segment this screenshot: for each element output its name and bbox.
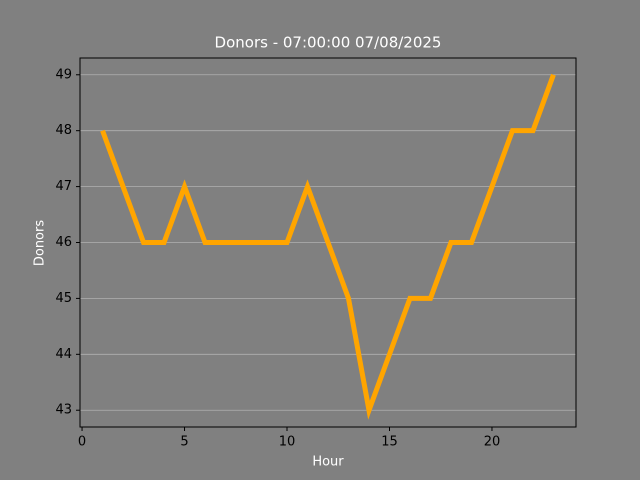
y-tick-label: 48: [55, 123, 72, 138]
chart-title: Donors - 07:00:00 07/08/2025: [215, 34, 442, 52]
x-tick-label: 5: [180, 435, 188, 450]
y-tick-label: 47: [55, 179, 72, 194]
y-tick-label: 44: [55, 347, 72, 362]
y-tick-label: 43: [55, 403, 72, 418]
x-tick-label: 0: [78, 435, 86, 450]
plot-frame: [79, 57, 577, 428]
x-tick-label: 10: [279, 435, 296, 450]
x-tick-label: 20: [484, 435, 501, 450]
x-tick-label: 15: [381, 435, 398, 450]
y-tick-label: 49: [55, 67, 72, 82]
data-line: [100, 73, 556, 420]
y-tick-label: 46: [55, 235, 72, 250]
x-axis-label: Hour: [312, 455, 344, 470]
y-tick-label: 45: [55, 291, 72, 306]
y-axis-label: Donors: [33, 220, 48, 267]
